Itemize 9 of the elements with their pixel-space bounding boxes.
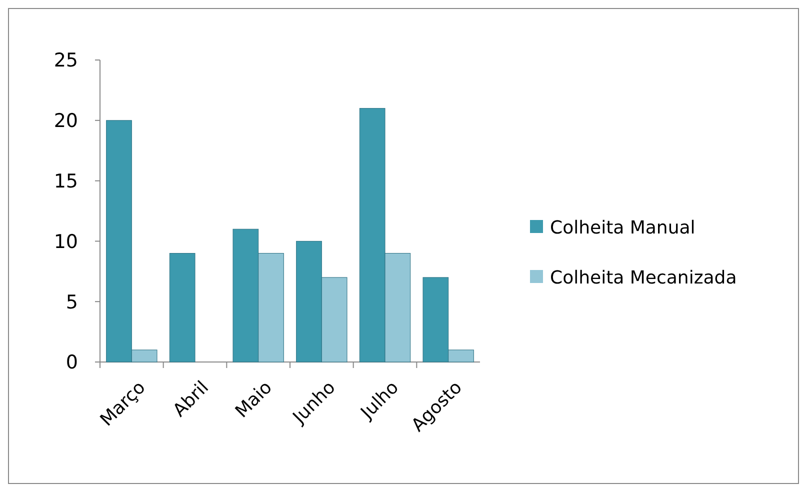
y-tick-label: 20 xyxy=(54,110,78,132)
y-tick-label: 5 xyxy=(66,291,78,314)
legend-label: Colheita Mecanizada xyxy=(550,267,737,288)
bar xyxy=(169,253,196,362)
legend-label: Colheita Manual xyxy=(550,217,696,238)
y-tick-label: 0 xyxy=(66,352,78,374)
y-tick-label: 15 xyxy=(54,170,78,192)
y-tick-label: 25 xyxy=(54,50,78,72)
y-tick-label: 10 xyxy=(54,230,78,253)
